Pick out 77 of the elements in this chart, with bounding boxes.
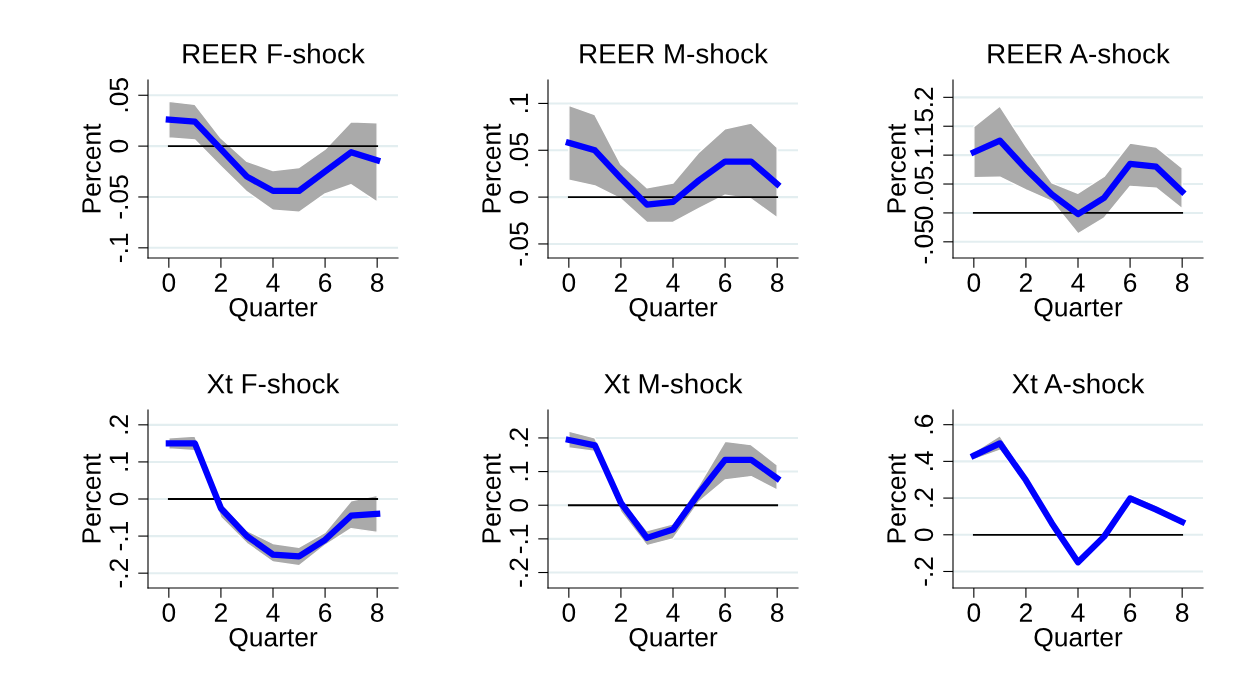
y-tick-label: -.2	[914, 557, 933, 586]
x-tick-label: 8	[1175, 603, 1189, 622]
x-tick-label: 0	[967, 603, 981, 622]
x-axis-title: Quarter	[229, 627, 318, 652]
y-axis-title: Percent	[887, 453, 906, 543]
x-tick-label: 0	[162, 603, 176, 622]
x-tick-label: 4	[1071, 273, 1085, 292]
x-tick-label: 4	[266, 273, 280, 292]
y-axis-title: Percent	[482, 453, 501, 543]
y-axis-title: Percent	[82, 453, 101, 543]
y-tick-label: .2	[914, 87, 933, 106]
x-tick-label: 6	[719, 603, 732, 622]
x-tick-label: 0	[967, 273, 981, 292]
x-tick-label: 2	[1019, 603, 1032, 622]
x-tick-label: 2	[614, 273, 627, 292]
y-tick-label: .2	[509, 428, 528, 447]
y-tick-label: 0	[914, 206, 934, 220]
y-tick-label: -.1	[109, 233, 128, 263]
x-tick-label: 6	[1124, 603, 1137, 622]
x-tick-label: 0	[162, 273, 176, 292]
y-tick-label: 0	[509, 190, 529, 204]
x-tick-label: 2	[614, 603, 627, 622]
x-axis-title: Quarter	[629, 627, 718, 652]
y-tick-label: .1	[509, 93, 528, 113]
y-axis-title: Percent	[482, 123, 501, 213]
x-tick-label: 4	[666, 603, 680, 622]
chart-title: Xt M-shock	[604, 373, 743, 394]
x-axis-title: Quarter	[1034, 627, 1123, 652]
x-tick-label: 4	[666, 273, 680, 292]
chart-title: Xt A-shock	[1012, 373, 1145, 394]
x-tick-label: 8	[370, 273, 384, 292]
x-tick-label: 2	[214, 273, 227, 292]
y-tick-label: 0	[109, 492, 129, 506]
y-tick-label: -.1	[109, 521, 128, 551]
y-tick-label: -.1	[509, 524, 528, 554]
y-tick-label: .2	[109, 415, 128, 434]
x-tick-label: 8	[1175, 273, 1189, 292]
y-axis-title: Percent	[887, 123, 906, 213]
y-tick-label: -.05	[914, 220, 934, 264]
x-tick-label: 4	[266, 603, 280, 622]
x-tick-label: 0	[562, 603, 576, 622]
x-tick-label: 4	[1071, 603, 1085, 622]
chart-title: REER M-shock	[580, 43, 768, 64]
y-tick-label: 0	[109, 139, 129, 153]
x-tick-label: 6	[1124, 273, 1137, 292]
y-tick-label: -.2	[109, 559, 128, 588]
x-tick-label: 6	[719, 273, 732, 292]
x-tick-label: 6	[319, 603, 332, 622]
x-tick-label: 2	[214, 603, 227, 622]
chart-title: Xt F-shock	[207, 373, 340, 394]
y-tick-label: .1	[109, 452, 128, 471]
x-tick-label: 6	[319, 273, 332, 292]
y-tick-label: .4	[914, 451, 933, 470]
y-tick-label: -.05	[109, 175, 129, 219]
y-tick-label: .15	[914, 109, 934, 143]
y-tick-label: 0	[914, 528, 934, 542]
y-tick-label: 0	[509, 498, 529, 512]
x-tick-label: 0	[562, 273, 576, 292]
chart-title: REER F-shock	[183, 43, 365, 64]
x-axis-title: Quarter	[1034, 297, 1123, 322]
chart-title: REER A-shock	[988, 43, 1170, 64]
y-tick-label: .1	[509, 461, 528, 481]
y-tick-label: .05	[509, 133, 529, 167]
y-tick-label: -.2	[509, 558, 528, 587]
y-tick-label: .05	[914, 166, 934, 200]
y-axis-title: Percent	[82, 123, 101, 213]
x-tick-label: 8	[770, 603, 784, 622]
y-tick-label: .05	[109, 78, 129, 112]
y-tick-label: .6	[914, 414, 934, 434]
x-axis-title: Quarter	[229, 297, 318, 322]
x-tick-label: 8	[770, 273, 784, 292]
x-axis-title: Quarter	[629, 297, 718, 322]
x-tick-label: 2	[1019, 273, 1032, 292]
y-tick-label: -.05	[509, 222, 529, 266]
y-tick-label: .2	[914, 488, 933, 507]
y-tick-label: .1	[914, 145, 933, 164]
x-tick-label: 8	[370, 603, 384, 622]
